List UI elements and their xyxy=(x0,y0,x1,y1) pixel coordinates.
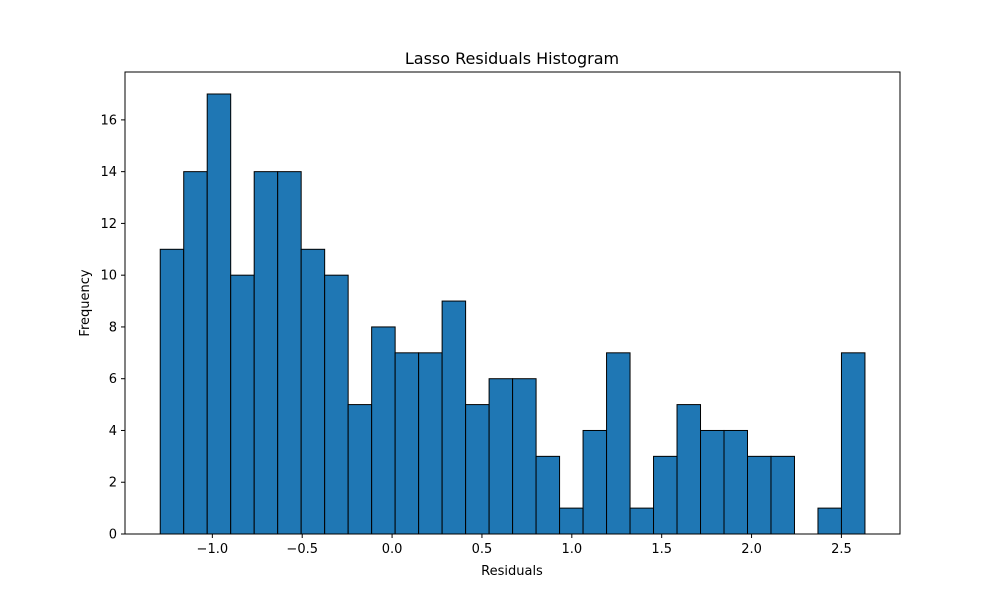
histogram-bar xyxy=(746,455,772,535)
histogram-bar xyxy=(277,171,302,535)
chart-title: Lasso Residuals Histogram xyxy=(405,49,619,68)
y-axis-ticks: 0 2 4 6 8 10 12 14 16 xyxy=(100,113,125,543)
histogram-bar xyxy=(535,455,561,535)
histogram-bar xyxy=(770,455,795,535)
histogram-bar xyxy=(700,429,725,535)
x-tick-label: 0.5 xyxy=(472,542,493,557)
y-tick-label: 6 xyxy=(109,372,117,387)
x-tick-label: −0.5 xyxy=(286,542,318,557)
x-axis-ticks: −1.0 −0.5 0.0 0.5 1.0 1.5 2.0 2.5 xyxy=(197,534,852,557)
y-tick-label: 14 xyxy=(100,165,117,180)
y-tick-label: 4 xyxy=(109,424,117,439)
x-tick-label: 2.0 xyxy=(741,542,762,557)
bars-group xyxy=(159,93,866,535)
x-tick-label: 1.5 xyxy=(651,542,672,557)
y-tick-label: 2 xyxy=(109,476,117,491)
histogram-bar xyxy=(512,378,537,535)
histogram-bar xyxy=(629,507,655,535)
y-tick-label: 8 xyxy=(109,320,117,335)
histogram-bar xyxy=(840,352,866,535)
histogram-bar xyxy=(723,429,748,535)
x-tick-label: 2.5 xyxy=(831,542,852,557)
y-tick-label: 0 xyxy=(109,528,117,543)
histogram-bar xyxy=(606,352,631,535)
histogram-bar xyxy=(488,378,514,535)
histogram-bar xyxy=(418,352,443,535)
histogram-bar xyxy=(206,93,232,535)
histogram-bar xyxy=(324,274,349,535)
y-tick-label: 10 xyxy=(100,269,117,284)
plot-frame xyxy=(124,71,901,535)
x-tick-label: −1.0 xyxy=(197,542,229,557)
y-tick-label: 16 xyxy=(100,113,117,128)
histogram-bar xyxy=(394,352,420,535)
histogram-bar xyxy=(559,507,584,535)
y-tick-label: 12 xyxy=(100,217,117,232)
histogram-bar xyxy=(371,326,396,535)
histogram-bar xyxy=(676,404,702,535)
y-axis-label: Frequency xyxy=(78,269,93,336)
x-tick-label: 1.0 xyxy=(561,542,582,557)
histogram-bar xyxy=(347,404,373,535)
histogram-bar xyxy=(300,248,326,535)
histogram-bar xyxy=(653,455,678,535)
histogram-bar xyxy=(183,171,208,535)
histogram-bar xyxy=(465,404,490,535)
x-axis-label: Residuals xyxy=(481,564,543,579)
histogram-bar xyxy=(441,300,467,535)
histogram-bar xyxy=(159,248,185,535)
x-tick-label: 0.0 xyxy=(382,542,403,557)
histogram-bar xyxy=(582,429,608,535)
histogram-bar xyxy=(817,507,842,535)
histogram-bar xyxy=(253,171,279,535)
histogram-bar xyxy=(230,274,255,535)
